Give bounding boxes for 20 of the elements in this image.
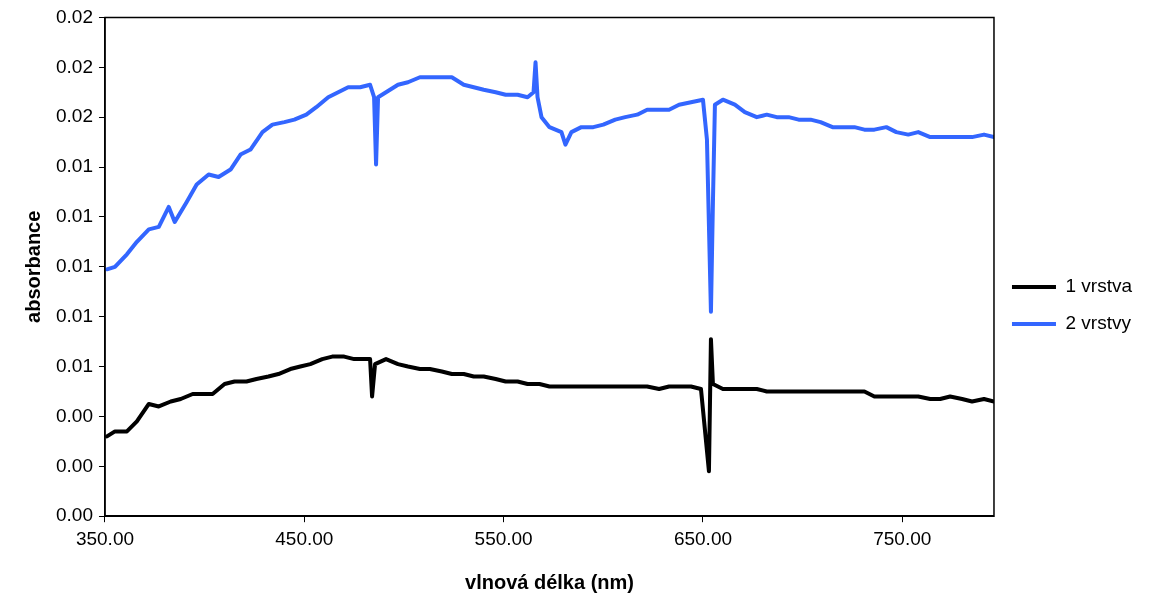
y-tick-label: 0.01 xyxy=(56,205,93,227)
x-tick-label: 550.00 xyxy=(474,527,533,549)
y-tick-label: 0.01 xyxy=(56,255,93,277)
y-tick-label: 0.01 xyxy=(56,354,93,376)
y-tick-label: 0.02 xyxy=(56,105,93,127)
y-tick-label: 0.01 xyxy=(56,155,93,177)
x-tick-label: 650.00 xyxy=(673,527,733,549)
y-tick-label: 0.00 xyxy=(56,404,93,426)
y-tick-label: 0.00 xyxy=(56,504,93,526)
y-tick-label: 0.02 xyxy=(56,55,93,77)
x-tick-label: 350.00 xyxy=(75,527,135,549)
x-tick-label: 750.00 xyxy=(873,527,932,549)
legend-label: 2 vrstvy xyxy=(1065,312,1132,334)
x-tick-label: 450.00 xyxy=(275,527,334,549)
y-axis-title: absorbance xyxy=(21,210,44,323)
y-tick-label: 0.00 xyxy=(56,454,93,476)
legend-label: 1 vrstva xyxy=(1065,275,1133,297)
x-axis-title: vlnová délka (nm) xyxy=(465,570,634,593)
y-tick-label: 0.01 xyxy=(56,304,93,326)
y-tick-label: 0.02 xyxy=(56,5,93,27)
